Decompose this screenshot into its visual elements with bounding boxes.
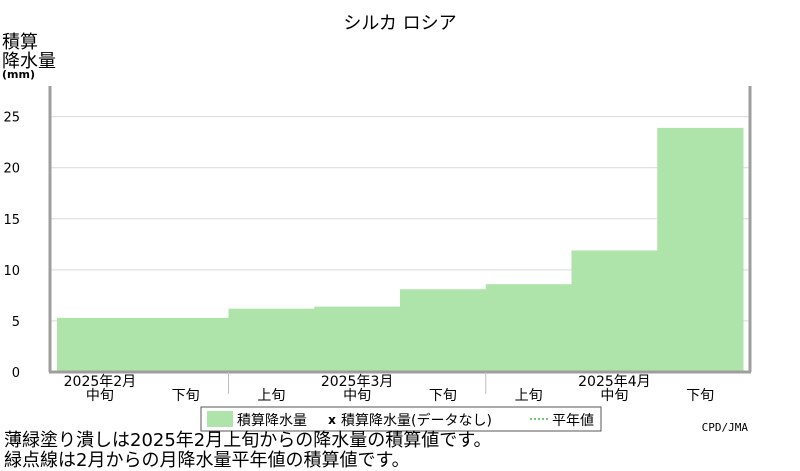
bar-period-7 <box>571 250 658 372</box>
x-tick-label-month: 2025年3月 <box>321 374 394 390</box>
x-tick-label-period: 下旬 <box>429 388 457 404</box>
footnote-dotted-line: 緑点線は2月からの月降水量平年値の積算値です。 <box>4 450 410 471</box>
legend-label-accumulated: 積算降水量 <box>237 413 307 429</box>
footnote-fill: 薄緑塗り潰しは2025年2月上旬からの降水量の積算値です。 <box>4 430 492 451</box>
x-tick-label-month: 2025年2月 <box>64 374 137 390</box>
y-tick-labels: 0 5 10 15 20 25 <box>3 111 20 381</box>
legend-label-normal: 平年値 <box>552 413 594 429</box>
y-tick-label: 10 <box>3 264 20 279</box>
x-tick-label-period: 上旬 <box>515 388 543 404</box>
x-tick-label-period: 中旬 <box>343 388 371 404</box>
y-tick-label: 5 <box>12 315 20 330</box>
bar-period-8 <box>657 127 744 372</box>
x-tick-label-period: 上旬 <box>257 388 285 404</box>
y-tick-label: 15 <box>3 213 20 228</box>
x-tick-label-month: 2025年4月 <box>578 374 651 390</box>
y-axis-label: 積算降水量(mm) <box>2 32 56 81</box>
legend-x-marker: x <box>328 413 336 427</box>
legend-swatch <box>207 411 233 427</box>
x-tick-label-period: 下旬 <box>172 388 200 404</box>
bar-period-4 <box>314 306 401 372</box>
bar-period-5 <box>400 289 487 372</box>
bar-period-6 <box>485 284 572 372</box>
bar-period-3 <box>228 308 315 372</box>
x-tick-label-period: 下旬 <box>686 388 714 404</box>
x-tick-label-period: 中旬 <box>86 388 114 404</box>
chart-title: シルカ ロシア <box>343 13 456 34</box>
y-tick-label: 0 <box>12 366 20 381</box>
legend: 積算降水量 x 積算降水量(データなし) 平年値 <box>200 406 602 432</box>
bar-period-1 <box>57 317 144 372</box>
data-bars <box>57 127 744 372</box>
credit-text: CPD/JMA <box>702 421 749 434</box>
y-axis-label-line: (mm) <box>2 68 35 81</box>
y-axis-label-line: 積算 <box>2 32 38 53</box>
x-tick-label-period: 中旬 <box>600 388 628 404</box>
legend-label-no-data: 積算降水量(データなし) <box>341 412 492 429</box>
y-axis-label-line: 降水量 <box>2 51 56 72</box>
axes <box>48 86 752 394</box>
y-tick-label: 20 <box>3 162 20 177</box>
x-tick-labels: 中旬 下旬 上旬 中旬 下旬 上旬 中旬 下旬 2025年2月 2025年3月 2025年4月 <box>64 374 714 404</box>
bar-period-2 <box>142 317 229 372</box>
y-tick-label: 25 <box>3 111 20 126</box>
